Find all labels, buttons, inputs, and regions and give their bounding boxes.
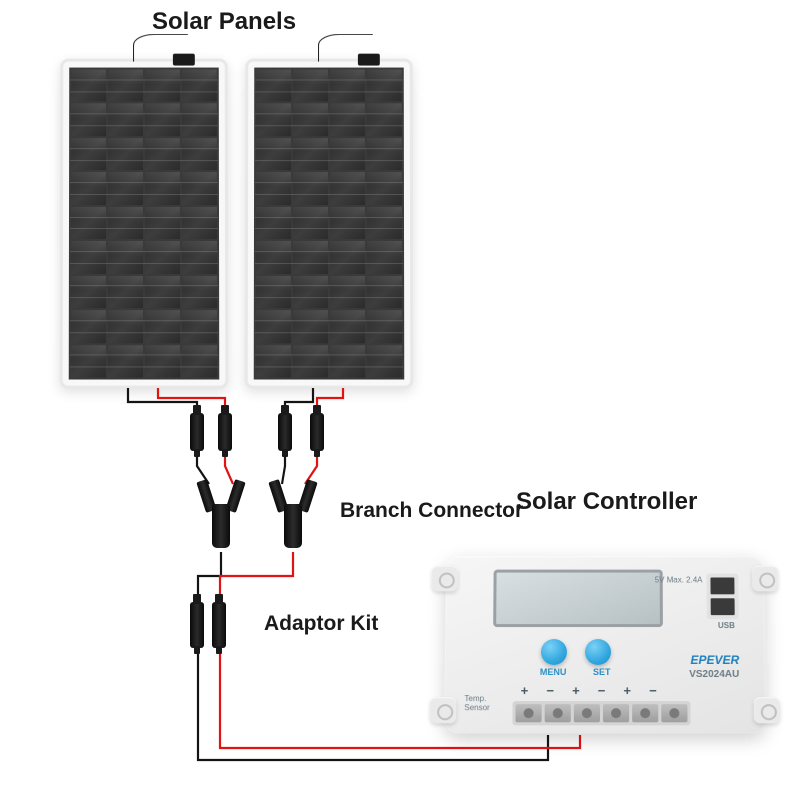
model-text: VS2024AU [689,669,739,680]
lcd-screen [493,570,663,627]
solar-panel-1 [60,59,229,389]
usb-label: USB [718,621,735,630]
label-branch-connector: Branch Connector [340,499,523,523]
mount-tab [432,566,458,592]
mc4-connector [218,413,232,451]
label-adaptor-kit: Adaptor Kit [264,612,378,636]
mount-tab [754,697,780,723]
mc4-connector [310,413,324,451]
label-solar-panels: Solar Panels [152,8,296,36]
solar-controller-unit: 5V Max. 2.4A USB MENU SET EPEVER VS2024A… [444,556,766,734]
temp-sensor-label: Temp. Sensor [464,695,490,713]
brand-text: EPEVER [690,653,739,667]
menu-label: MENU [540,667,567,677]
terminal-symbols: +−+−+− [521,683,657,698]
solar-panel-2 [245,59,414,389]
mc4-connector [278,413,292,451]
mc4-connector [190,413,204,451]
usb-ports[interactable] [706,574,738,620]
adaptor-connector [212,602,226,648]
mount-tab [430,697,456,723]
label-solar-controller: Solar Controller [516,488,697,516]
branch-y-connector [198,480,244,550]
set-button[interactable] [585,639,611,665]
adaptor-connector [190,602,204,648]
button-row [541,639,611,665]
branch-y-connector [270,480,316,550]
mount-tab [752,566,778,592]
usb-spec: 5V Max. 2.4A [655,576,703,585]
menu-button[interactable] [541,639,567,665]
set-label: SET [593,667,611,677]
terminal-strip[interactable] [512,701,690,725]
